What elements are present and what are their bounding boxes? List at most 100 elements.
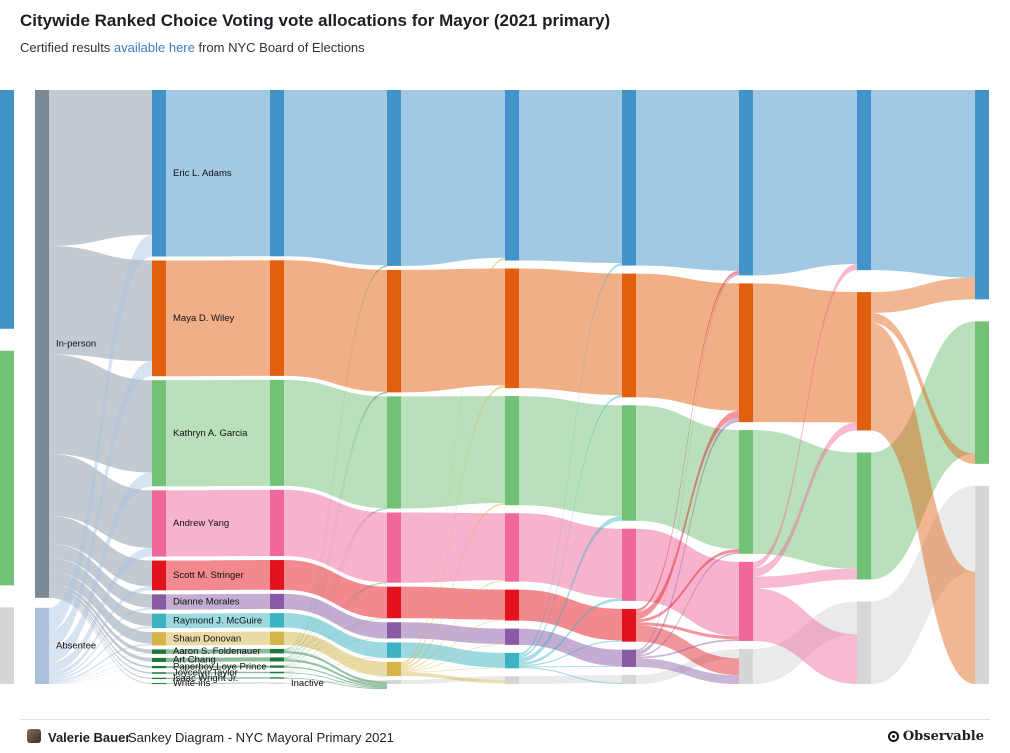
node-round3-kathryn-a-garcia[interactable] [387,396,401,508]
label-round2-inactive: Inactive [291,678,324,689]
node-round6-maya-d-wiley[interactable] [739,283,753,422]
link-in-person-to-eric-l-adams [49,90,152,246]
node-round4-raymond-j-mcguire[interactable] [505,653,519,668]
label-round1-write-ins: Write-ins [173,678,211,689]
link-r3-andrew-yang [401,513,505,583]
link-r2-kathryn-a-garcia [284,380,387,508]
node-round6-kathryn-a-garcia[interactable] [739,430,753,554]
node-round1-andrew-yang[interactable] [152,490,166,556]
node-round1-shaun-donovan[interactable] [152,632,166,645]
node-round1-eric-l-adams[interactable] [152,90,166,256]
node-round2-aaron-s-foldenauer[interactable] [270,649,284,653]
link-r7-eric-l-adams [871,90,975,278]
node-round1-isaac-wright-jr[interactable] [152,678,166,679]
node-round2-kathryn-a-garcia[interactable] [270,380,284,486]
node-round5-dianne-morales[interactable] [622,650,636,667]
node-round7-kathryn-a-garcia[interactable] [857,452,871,579]
node-round1-write-ins[interactable] [152,683,166,684]
link-r4-eric-l-adams [519,90,622,263]
label-round1-dianne-morales: Dianne Morales [173,596,240,607]
label-in-person: In-person [56,338,96,349]
link-r5-eric-l-adams [636,90,739,271]
node-round9-inactive[interactable] [0,607,14,684]
node-round4-kathryn-a-garcia[interactable] [505,396,519,505]
label-round1-andrew-yang: Andrew Yang [173,518,229,529]
node-round2-dianne-morales[interactable] [270,594,284,609]
link-r3-shaun-donovan-to-raymond-j-mcguire [401,668,505,673]
node-round7-inactive[interactable] [857,601,871,684]
observable-brand-text: Observable [903,729,984,744]
notebook-title[interactable]: Sankey Diagram - NYC Mayoral Primary 202… [128,730,394,745]
node-round4-inactive[interactable] [505,676,519,684]
node-round1-raymond-j-mcguire[interactable] [152,614,166,629]
label-round1-maya-d-wiley: Maya D. Wiley [173,313,234,324]
node-round4-andrew-yang[interactable] [505,513,519,581]
node-round2-isaac-wright-jr[interactable] [270,677,284,678]
node-round3-maya-d-wiley[interactable] [387,270,401,392]
node-round5-eric-l-adams[interactable] [622,90,636,266]
observable-icon [888,731,899,742]
node-round1-art-chang[interactable] [152,658,166,662]
node-round3-scott-m-stringer[interactable] [387,587,401,619]
node-round7-eric-l-adams[interactable] [857,90,871,270]
node-round2-scott-m-stringer[interactable] [270,560,284,590]
link-r7-maya-d-wiley-to-eric-l-adams [871,278,975,313]
node-round4-eric-l-adams[interactable] [505,90,519,261]
node-round5-scott-m-stringer[interactable] [622,609,636,642]
node-round5-maya-d-wiley[interactable] [622,274,636,398]
node-round8-kathryn-a-garcia[interactable] [975,321,989,463]
link-r4-kathryn-a-garcia [519,396,622,516]
node-round5-inactive[interactable] [622,675,636,684]
node-round9-eric-l-adams[interactable] [0,90,14,329]
node-round4-maya-d-wiley[interactable] [505,269,519,389]
observable-logo[interactable]: Observable [888,729,984,744]
label-absentee: Absentee [56,640,96,651]
node-round6-inactive[interactable] [739,649,753,684]
author-name[interactable]: Valerie Bauer [48,730,130,745]
node-round2-joycelyn-taylor[interactable] [270,672,284,674]
node-round5-kathryn-a-garcia[interactable] [622,405,636,520]
node-round2-inactive[interactable] [270,683,284,684]
node-round2-raymond-j-mcguire[interactable] [270,613,284,628]
node-round6-andrew-yang[interactable] [739,562,753,641]
node-round3-andrew-yang[interactable] [387,513,401,583]
node-round4-scott-m-stringer[interactable] [505,590,519,621]
node-round2-maya-d-wiley[interactable] [270,260,284,376]
label-round1-kathryn-a-garcia: Kathryn A. Garcia [173,428,248,439]
node-round3-dianne-morales[interactable] [387,622,401,638]
node-round2-paperboy-love-prince[interactable] [270,665,284,667]
node-round2-eric-l-adams[interactable] [270,90,284,256]
node-in-person[interactable] [35,90,49,598]
node-round5-andrew-yang[interactable] [622,529,636,601]
node-round1-dianne-morales[interactable] [152,594,166,609]
node-round2-art-chang[interactable] [270,657,284,661]
node-round9-kathryn-a-garcia[interactable] [0,351,14,586]
node-round3-raymond-j-mcguire[interactable] [387,642,401,657]
link-r3-kathryn-a-garcia [401,396,505,508]
node-round2-andrew-yang[interactable] [270,490,284,556]
node-round6-eric-l-adams[interactable] [739,90,753,275]
node-round7-maya-d-wiley[interactable] [857,292,871,430]
node-round2-shaun-donovan[interactable] [270,632,284,645]
link-r2-eric-l-adams [284,90,387,265]
node-round3-shaun-donovan[interactable] [387,662,401,676]
node-round4-dianne-morales[interactable] [505,629,519,645]
node-round1-maya-d-wiley[interactable] [152,260,166,376]
node-round1-joycelyn-taylor[interactable] [152,672,166,674]
link-r4-raymond-j-mcguire-to-dianne-morales [519,666,622,667]
footer: Valerie Bauer Sankey Diagram - NYC Mayor… [20,719,990,753]
label-round1-raymond-j-mcguire: Raymond J. McGuire [173,615,262,626]
link-r6-eric-l-adams [753,90,857,275]
node-round3-eric-l-adams[interactable] [387,90,401,266]
node-round1-aaron-s-foldenauer[interactable] [152,649,166,653]
link-r6-maya-d-wiley [753,283,857,422]
node-round1-paperboy-love-prince[interactable] [152,666,166,668]
node-absentee[interactable] [35,608,49,684]
node-round8-eric-l-adams[interactable] [975,90,989,299]
author-avatar[interactable] [27,729,41,743]
node-round1-kathryn-a-garcia[interactable] [152,380,166,486]
node-round3-inactive[interactable] [387,680,401,684]
node-round8-inactive[interactable] [975,486,989,684]
node-round1-scott-m-stringer[interactable] [152,561,166,591]
